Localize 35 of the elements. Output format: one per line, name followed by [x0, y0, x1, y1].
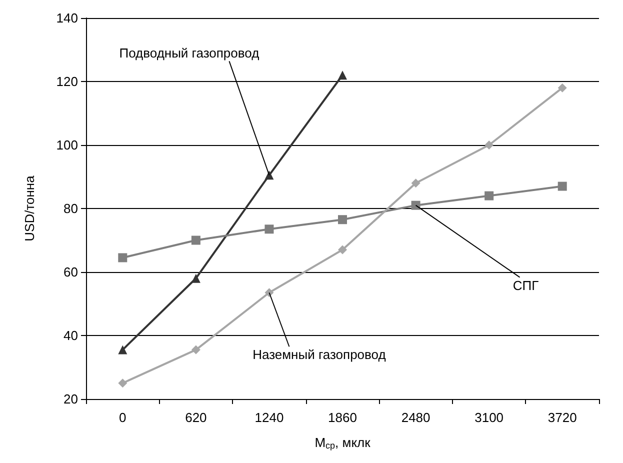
point: [118, 253, 128, 262]
point: [484, 191, 494, 200]
y-tick-label: 80: [64, 201, 78, 216]
point: [264, 224, 274, 234]
y-tick-label: 40: [64, 328, 78, 343]
point: [338, 245, 347, 254]
point: [264, 288, 274, 298]
point: [191, 236, 200, 245]
point: [411, 178, 420, 188]
point: [558, 83, 567, 92]
x-tick-label: 3100: [474, 410, 504, 425]
y-tick-label: 140: [56, 10, 78, 26]
y-axis-title: USD/тонна: [22, 174, 37, 242]
x-tick-label: 2480: [401, 410, 430, 425]
annotation: Подводный газопровод: [119, 46, 260, 61]
point: [118, 378, 128, 388]
annotation: СПГ: [512, 278, 539, 293]
point: [118, 345, 128, 354]
annotation: Наземный газопровод: [252, 347, 386, 362]
y-tick-label: 60: [64, 264, 78, 280]
point: [558, 182, 567, 191]
point: [191, 345, 200, 354]
y-tick-label: 100: [56, 138, 78, 152]
point: [411, 200, 420, 210]
x-tick-label: 620: [185, 410, 207, 425]
x-tick-label: 1860: [328, 410, 357, 425]
x-tick-label: 3720: [548, 410, 577, 425]
y-tick-label: 120: [56, 74, 78, 89]
x-tick-label: 1240: [254, 410, 284, 425]
x-tick-label: 0: [119, 410, 126, 425]
point: [264, 170, 274, 180]
y-tick-label: 20: [64, 392, 78, 406]
point: [338, 215, 347, 224]
point: [484, 140, 494, 150]
point: [338, 70, 347, 80]
